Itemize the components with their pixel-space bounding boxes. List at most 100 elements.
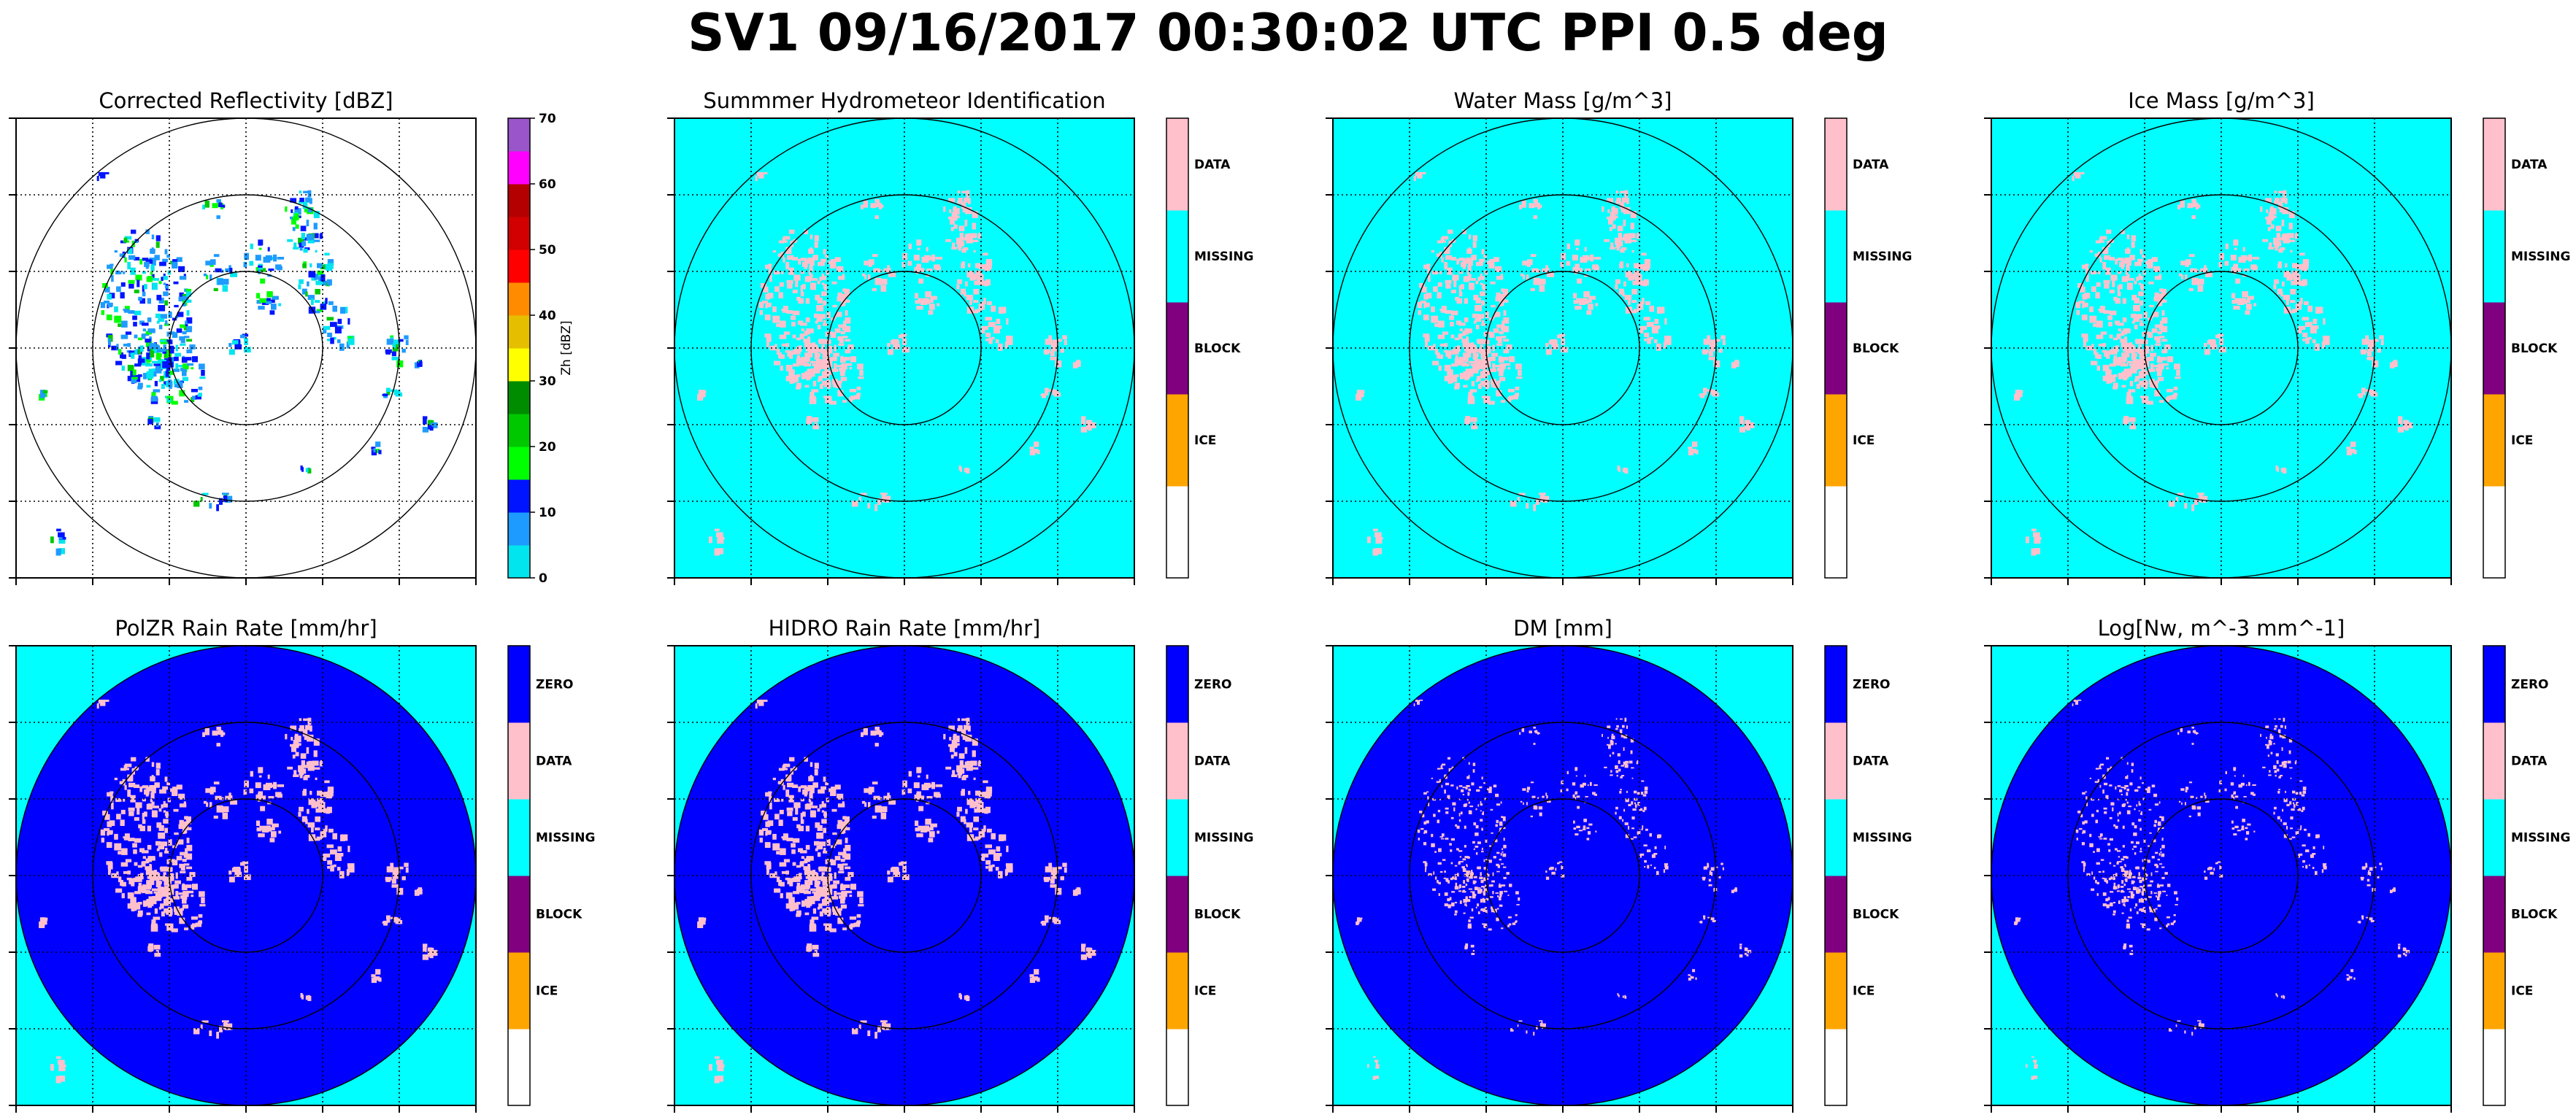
echo-cell: [1644, 332, 1650, 337]
echo-cell: [147, 418, 153, 425]
echo-cell: [1461, 261, 1466, 267]
echo-cell: [128, 310, 135, 314]
echo-cell: [2148, 281, 2154, 285]
colorbar-tick-label: 70: [539, 112, 556, 126]
echo-cell: [840, 823, 847, 828]
echo-cell: [299, 806, 304, 812]
echo-cell: [299, 242, 304, 248]
echo-cell: [1477, 384, 1482, 389]
echo-cell: [1438, 354, 1443, 359]
echo-cell: [192, 884, 198, 890]
echo-cell: [42, 390, 48, 393]
echo-cell: [717, 1065, 724, 1072]
echo-cell: [107, 304, 113, 308]
echo-cell: [1529, 730, 1532, 734]
echo-cell: [779, 862, 787, 867]
echo-cell: [953, 224, 958, 229]
echo-cell: [422, 954, 429, 960]
echo-cell: [769, 345, 777, 351]
echo-cell: [830, 789, 837, 796]
echo-cell: [2180, 260, 2188, 266]
echo-cell: [916, 768, 921, 773]
echo-cell: [1466, 899, 1471, 902]
echo-cell: [1561, 865, 1564, 870]
echo-cell: [2166, 924, 2168, 927]
echo-cell: [820, 361, 827, 368]
echo-cell: [2302, 860, 2305, 863]
echo-cell: [179, 917, 185, 924]
echo-cell: [1468, 919, 1471, 922]
echo-cell: [1462, 229, 1466, 234]
echo-cell: [818, 339, 824, 342]
echo-cell: [917, 775, 920, 778]
echo-cell: [2121, 858, 2125, 861]
echo-cell: [958, 198, 963, 202]
echo-cell: [1587, 784, 1589, 787]
echo-cell: [2131, 295, 2137, 301]
echo-cell: [393, 342, 396, 349]
echo-cell: [796, 374, 801, 377]
echo-cell: [1447, 757, 1451, 760]
echo-cell: [765, 792, 772, 797]
echo-cell: [2173, 393, 2177, 396]
colorbar-segment: [1825, 646, 1847, 723]
echo-cell: [162, 258, 168, 263]
echo-cell: [2140, 897, 2143, 902]
echo-cell: [801, 856, 804, 859]
echo-cell: [152, 282, 158, 290]
echo-cell: [2196, 806, 2202, 810]
echo-cell: [153, 417, 161, 422]
echo-cell: [1631, 274, 1635, 280]
echo-cell: [287, 766, 293, 770]
echo-cell: [2151, 856, 2155, 859]
echo-cell: [842, 357, 850, 361]
echo-cell: [1573, 820, 1575, 824]
echo-cell: [1615, 284, 1618, 290]
echo-cell: [1080, 954, 1088, 960]
echo-cell: [1455, 824, 1458, 827]
echo-cell: [294, 733, 299, 738]
echo-cell: [825, 782, 828, 786]
echo-cell: [1526, 802, 1528, 806]
echo-cell: [131, 905, 137, 911]
echo-cell: [2109, 862, 2112, 865]
echo-cell: [168, 341, 173, 344]
echo-cell: [953, 752, 958, 757]
echo-cell: [974, 281, 981, 285]
echo-cell: [299, 774, 303, 779]
echo-cell: [134, 363, 142, 367]
echo-cell: [1712, 920, 1716, 922]
echo-cell: [373, 976, 376, 980]
echo-cell: [2154, 336, 2161, 341]
colorbar-tick-label: 20: [539, 440, 556, 455]
echo-cell: [893, 871, 901, 877]
echo-cell: [2305, 849, 2310, 852]
echo-cell: [230, 800, 237, 805]
echo-cell: [2110, 891, 2114, 893]
echo-cell: [804, 912, 810, 916]
echo-cell: [2119, 789, 2123, 792]
echo-cell: [1521, 201, 1526, 208]
echo-cell: [317, 270, 324, 275]
echo-cell: [1480, 282, 1483, 285]
echo-cell: [156, 295, 162, 301]
echo-cell: [1436, 253, 1442, 257]
echo-cell: [2170, 395, 2177, 400]
echo-cell: [792, 838, 800, 843]
echo-cell: [2150, 872, 2153, 876]
echo-cell: [2210, 344, 2218, 349]
echo-cell: [2224, 260, 2229, 266]
echo-cell: [776, 876, 780, 882]
echo-cell: [216, 504, 219, 511]
echo-cell: [918, 268, 925, 272]
echo-cell: [1583, 291, 1590, 298]
echo-cell: [143, 284, 147, 290]
echo-cell: [838, 851, 844, 856]
echo-cell: [160, 376, 164, 382]
echo-cell: [1485, 884, 1488, 887]
echo-cell: [834, 328, 841, 333]
echo-cell: [107, 821, 112, 827]
echo-cell: [1538, 279, 1546, 285]
echo-cell: [807, 884, 811, 888]
echo-cell: [1634, 277, 1639, 284]
